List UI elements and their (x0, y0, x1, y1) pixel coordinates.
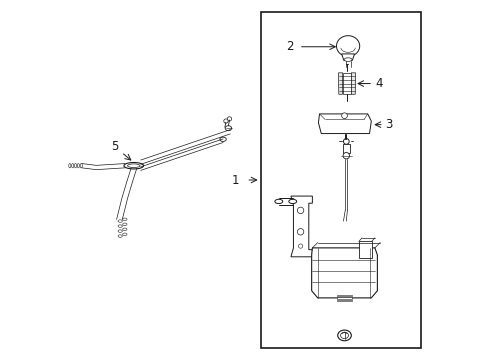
Polygon shape (337, 300, 351, 301)
Polygon shape (338, 73, 342, 94)
Polygon shape (350, 73, 355, 94)
Text: 4: 4 (374, 77, 382, 90)
Text: 2: 2 (285, 40, 293, 53)
Polygon shape (342, 144, 349, 153)
Ellipse shape (336, 36, 359, 57)
Text: 3: 3 (385, 118, 392, 131)
Polygon shape (358, 242, 371, 258)
Ellipse shape (80, 163, 82, 168)
Ellipse shape (274, 199, 282, 203)
Ellipse shape (122, 223, 127, 226)
Polygon shape (337, 295, 351, 296)
Ellipse shape (118, 220, 122, 222)
Text: 1: 1 (231, 174, 239, 186)
Polygon shape (337, 297, 351, 299)
Ellipse shape (122, 233, 127, 235)
Circle shape (341, 113, 346, 118)
Bar (260, 12, 421, 348)
Ellipse shape (123, 162, 143, 169)
Circle shape (343, 139, 348, 144)
Ellipse shape (220, 137, 226, 141)
Circle shape (227, 117, 231, 121)
Polygon shape (341, 54, 354, 60)
Ellipse shape (225, 126, 231, 131)
Polygon shape (311, 248, 377, 298)
Ellipse shape (69, 163, 71, 168)
Ellipse shape (118, 225, 122, 227)
Polygon shape (290, 196, 312, 257)
Circle shape (297, 207, 303, 213)
Ellipse shape (118, 230, 122, 232)
Ellipse shape (122, 218, 127, 221)
Ellipse shape (74, 163, 77, 168)
Circle shape (297, 229, 303, 235)
Polygon shape (343, 73, 350, 94)
Ellipse shape (127, 164, 140, 167)
Polygon shape (318, 114, 370, 134)
Ellipse shape (118, 235, 122, 237)
Circle shape (298, 244, 302, 248)
Circle shape (224, 119, 227, 123)
Circle shape (343, 153, 349, 159)
Ellipse shape (337, 330, 350, 341)
Ellipse shape (77, 163, 80, 168)
Ellipse shape (340, 332, 348, 339)
Ellipse shape (288, 199, 296, 203)
Text: 5: 5 (111, 140, 119, 153)
Ellipse shape (344, 58, 351, 62)
Ellipse shape (71, 163, 74, 168)
Ellipse shape (122, 228, 127, 230)
